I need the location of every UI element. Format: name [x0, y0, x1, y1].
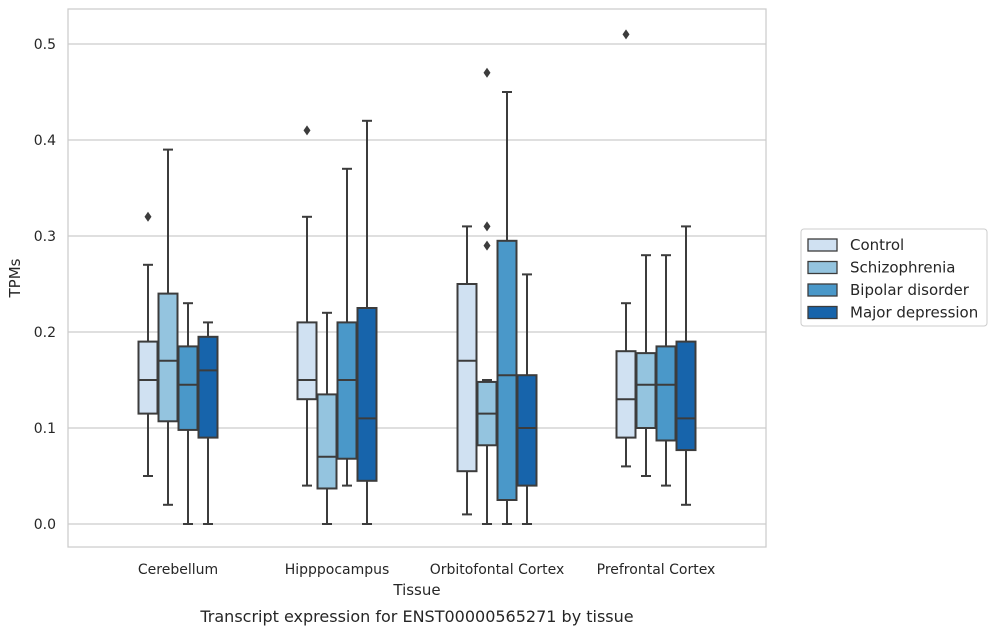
box-plot-marks — [137, 29, 697, 525]
x-tick-label: Prefrontal Cortex — [597, 562, 716, 578]
box-major-depression — [197, 321, 219, 525]
box-body — [655, 345, 677, 442]
legend-label: Control — [850, 236, 904, 254]
box-body — [296, 321, 318, 401]
box-major-depression — [516, 273, 538, 525]
box-body — [137, 340, 159, 415]
y-tick-label: 0.5 — [34, 37, 56, 53]
x-tick-label: Cerebellum — [138, 562, 218, 578]
box-major-depression — [675, 225, 697, 506]
box-body — [197, 335, 219, 439]
outlier-point — [483, 67, 491, 78]
box-major-depression — [356, 119, 378, 525]
box-body — [177, 345, 199, 431]
box-body — [615, 350, 637, 439]
legend-swatch — [807, 260, 838, 275]
x-tick-labels: Cerebellum Hipppocampus Orbitofontal Corte… — [138, 562, 715, 578]
legend: Control Schizophrenia Bipolar disorder Majo… — [800, 228, 988, 327]
box-schizophrenia — [476, 67, 498, 525]
box-bipolar-disorder — [336, 167, 358, 487]
x-tick-label: Hipppocampus — [285, 562, 390, 578]
box-body — [635, 352, 657, 429]
legend-swatch — [807, 283, 838, 297]
box-body — [356, 307, 378, 482]
y-tick-labels: 0.0 0.1 0.2 0.3 0.4 0.5 — [34, 37, 56, 533]
y-tick-label: 0.2 — [34, 325, 56, 341]
box-control — [296, 125, 318, 487]
legend-label: Bipolar disorder — [850, 281, 970, 299]
box-control — [615, 29, 637, 468]
outlier-point — [483, 240, 491, 251]
box-body — [157, 292, 179, 423]
y-tick-label: 0.3 — [34, 229, 56, 245]
box-body — [336, 321, 358, 460]
box-control — [137, 211, 159, 477]
box-body — [496, 239, 518, 502]
box-control — [456, 225, 478, 516]
box-schizophrenia — [316, 311, 338, 525]
y-tick-label: 0.0 — [34, 517, 56, 533]
outlier-point — [622, 29, 630, 40]
y-axis-title: TPMs — [6, 258, 24, 298]
outlier-point — [483, 221, 491, 232]
plot-area-frame — [67, 8, 767, 548]
x-tick-label: Orbitofontal Cortex — [430, 562, 565, 578]
box-bipolar-disorder — [177, 302, 199, 525]
box-schizophrenia — [635, 254, 657, 477]
box-body — [516, 374, 538, 487]
legend-swatch — [807, 238, 838, 252]
legend-swatch — [807, 305, 838, 320]
y-tick-label: 0.1 — [34, 421, 56, 437]
box-body — [316, 393, 338, 490]
legend-frame — [800, 228, 988, 327]
legend-label: Major depression — [850, 304, 978, 322]
outlier-point — [303, 125, 311, 136]
grid-lines — [68, 43, 766, 525]
box-schizophrenia — [157, 148, 179, 506]
box-body — [675, 340, 697, 452]
x-axis-title: Tissue — [392, 581, 440, 599]
box-bipolar-disorder — [496, 91, 518, 525]
box-body — [456, 283, 478, 473]
y-tick-label: 0.4 — [34, 133, 56, 149]
outlier-point — [144, 211, 152, 222]
chart-caption: Transcript expression for ENST0000056527… — [199, 607, 633, 626]
legend-label: Schizophrenia — [850, 259, 955, 277]
box-bipolar-disorder — [655, 254, 677, 487]
